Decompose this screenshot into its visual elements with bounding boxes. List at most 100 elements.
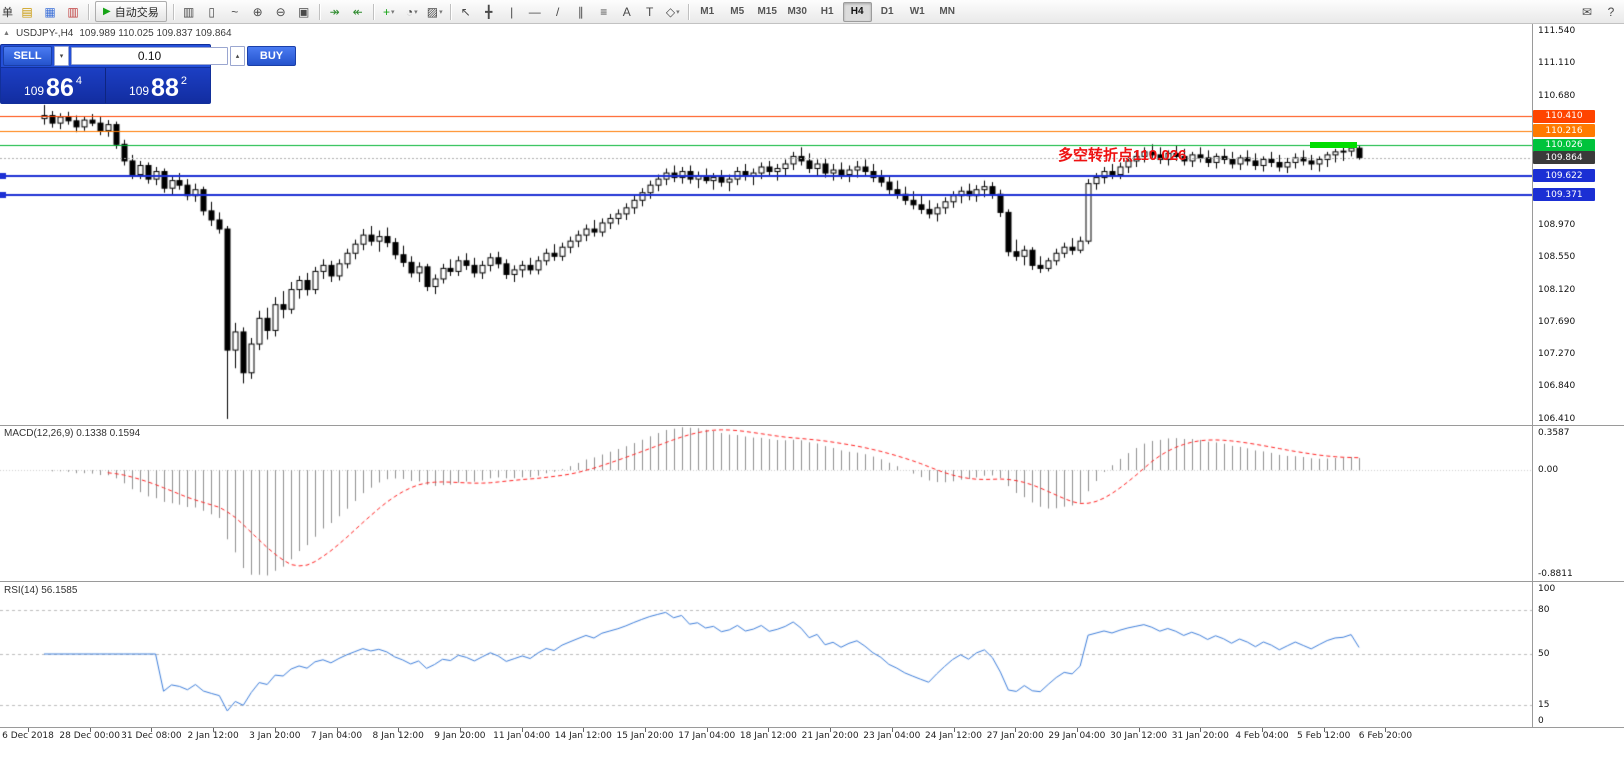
timeframe-button-m5[interactable]: M5 <box>730 6 745 17</box>
timeframe-button-m15[interactable]: M15 <box>757 6 777 17</box>
candlestick-chart-icon: ▯ <box>208 4 215 19</box>
time-axis-label: 17 Jan 04:00 <box>678 731 736 741</box>
cursor-icon[interactable]: ↖ <box>455 1 477 23</box>
timeframe-button-m30[interactable]: M30 <box>787 6 807 17</box>
time-axis-border <box>0 727 1624 728</box>
vertical-line-icon: | <box>510 4 514 19</box>
time-axis-label: 15 Jan 20:00 <box>616 731 674 741</box>
time-axis-label: 8 Jan 12:00 <box>372 731 424 741</box>
templates-icon: ▨ <box>426 4 439 19</box>
chart-canvas[interactable] <box>0 24 1532 727</box>
bar-chart-icon: ▥ <box>183 4 195 19</box>
sell-price-display[interactable]: 109 86 4 <box>1 68 106 103</box>
time-axis-tick <box>89 728 91 732</box>
lot-size-input[interactable] <box>71 47 228 65</box>
timeframe-button-h1[interactable]: H1 <box>820 6 834 17</box>
time-axis-label: 6 Feb 20:00 <box>1358 731 1413 741</box>
text-icon: A <box>622 4 631 19</box>
resistance-2-price-tag: 110.216 <box>1533 124 1595 138</box>
equidistant-channel-icon: ∥ <box>577 4 584 19</box>
support-2-price-tag: 109.371 <box>1533 188 1595 202</box>
buy-price-sup: 2 <box>180 75 187 87</box>
time-axis-label: 14 Jan 12:00 <box>554 731 612 741</box>
time-axis-label: 5 Feb 12:00 <box>1297 731 1351 741</box>
market-watch-icon[interactable]: ▦ <box>39 1 61 23</box>
timeframe-button-m1[interactable]: M1 <box>700 6 715 17</box>
zoom-out-icon[interactable]: ⊖ <box>270 1 292 23</box>
timeframe-button-w1[interactable]: W1 <box>909 6 925 17</box>
text-label-icon[interactable]: T <box>639 1 661 23</box>
lot-increase-spinner[interactable]: ▴ <box>230 46 245 66</box>
price-scale-label: 108.120 <box>1538 284 1576 295</box>
time-axis-label: 29 Jan 04:00 <box>1048 731 1106 741</box>
chart-shift-icon: ↞ <box>352 4 363 19</box>
crosshair-icon: ╋ <box>485 4 493 19</box>
pivot-highlight-line[interactable] <box>1310 142 1357 149</box>
text-icon[interactable]: A <box>616 1 638 23</box>
time-axis-tick <box>1138 728 1140 732</box>
resistance-1-price-tag: 110.410 <box>1533 109 1595 123</box>
periods-icon[interactable]: ◔ ▾ <box>401 1 423 23</box>
price-scale-label: 110.680 <box>1538 90 1576 101</box>
trendline-icon[interactable]: / <box>547 1 569 23</box>
fibonacci-icon[interactable]: ≡ <box>593 1 615 23</box>
zoom-in-icon: ⊕ <box>252 4 263 19</box>
macd-scale-label: 0.00 <box>1538 465 1559 476</box>
rsi-panel-separator[interactable] <box>0 581 1624 582</box>
macd-scale-label: 0.3587 <box>1538 428 1570 438</box>
time-axis-tick <box>830 728 832 732</box>
indicators-add-icon: + <box>382 4 390 19</box>
auto-scroll-icon[interactable]: ↠ <box>324 1 346 23</box>
timeframe-button-mn[interactable]: MN <box>939 6 955 17</box>
chat-icon[interactable]: ✉ <box>1581 4 1593 19</box>
vertical-line-icon[interactable]: | <box>501 1 523 23</box>
timeframe-button-d1[interactable]: D1 <box>880 6 894 17</box>
zoom-in-icon[interactable]: ⊕ <box>247 1 269 23</box>
shapes-icon[interactable]: ◇ ▾ <box>662 1 684 23</box>
new-order-icon: ▤ <box>21 4 33 19</box>
rsi-scale-label: 100 <box>1538 584 1556 594</box>
macd-panel-separator[interactable] <box>0 425 1624 426</box>
pivot-annotation-text[interactable]: 多空转折点110.026 <box>1058 147 1187 164</box>
time-axis-label: 4 Feb 04:00 <box>1235 731 1289 741</box>
buy-price-display[interactable]: 109 88 2 <box>106 68 210 103</box>
horizontal-line-icon[interactable]: — <box>524 1 546 23</box>
zoom-out-icon: ⊖ <box>275 4 286 19</box>
buy-button[interactable]: BUY <box>247 46 296 66</box>
one-click-trade-panel: SELL ▾ ▴ BUY 109 86 4 109 88 2 <box>0 44 296 104</box>
tile-windows-icon[interactable]: ▣ <box>293 1 315 23</box>
data-window-icon[interactable]: ▥ <box>62 1 84 23</box>
symbol-title: USDJPY-,H4 <box>15 28 74 39</box>
time-axis-tick <box>274 728 276 732</box>
autotrade-button[interactable]: ▶ 自动交易 <box>95 1 167 22</box>
price-scale-label: 111.110 <box>1538 58 1576 69</box>
new-order-button-clipped[interactable]: 单 <box>2 6 13 19</box>
help-icon[interactable]: ? <box>1607 4 1615 19</box>
line-chart-icon[interactable]: ~ <box>224 1 246 23</box>
chart-shift-icon[interactable]: ↞ <box>347 1 369 23</box>
rsi-scale-label: 15 <box>1538 700 1550 711</box>
new-order-icon[interactable]: ▤ <box>16 1 38 23</box>
chevron-down-icon: ▾ <box>676 8 680 16</box>
candlestick-chart-icon[interactable]: ▯ <box>201 1 223 23</box>
text-label-icon: T <box>646 4 654 19</box>
timeframe-button-h4[interactable]: H4 <box>842 1 872 22</box>
quote-bar: ▲ USDJPY-,H4 109.989 110.025 109.837 109… <box>3 28 232 39</box>
bar-chart-icon[interactable]: ▥ <box>178 1 200 23</box>
indicators-add-icon[interactable]: + ▾ <box>378 1 400 23</box>
templates-icon[interactable]: ▨ ▾ <box>424 1 446 23</box>
lot-decrease-spinner[interactable]: ▾ <box>54 46 69 66</box>
time-axis-tick <box>1015 728 1017 732</box>
time-axis-label: 24 Jan 12:00 <box>925 731 982 741</box>
sell-button[interactable]: SELL <box>3 46 52 66</box>
fibonacci-icon: ≡ <box>600 4 608 19</box>
equidistant-channel-icon[interactable]: ∥ <box>570 1 592 23</box>
buy-price-prefix: 109 <box>129 84 150 98</box>
crosshair-icon[interactable]: ╋ <box>478 1 500 23</box>
time-axis-label: 9 Jan 20:00 <box>434 731 486 741</box>
collapse-panel-icon[interactable]: ▲ <box>3 30 10 37</box>
time-axis-label: 31 Dec 08:00 <box>121 731 182 741</box>
time-axis-tick <box>1262 728 1263 732</box>
time-axis-tick <box>336 728 338 732</box>
support-1-price-tag: 109.622 <box>1533 169 1595 183</box>
